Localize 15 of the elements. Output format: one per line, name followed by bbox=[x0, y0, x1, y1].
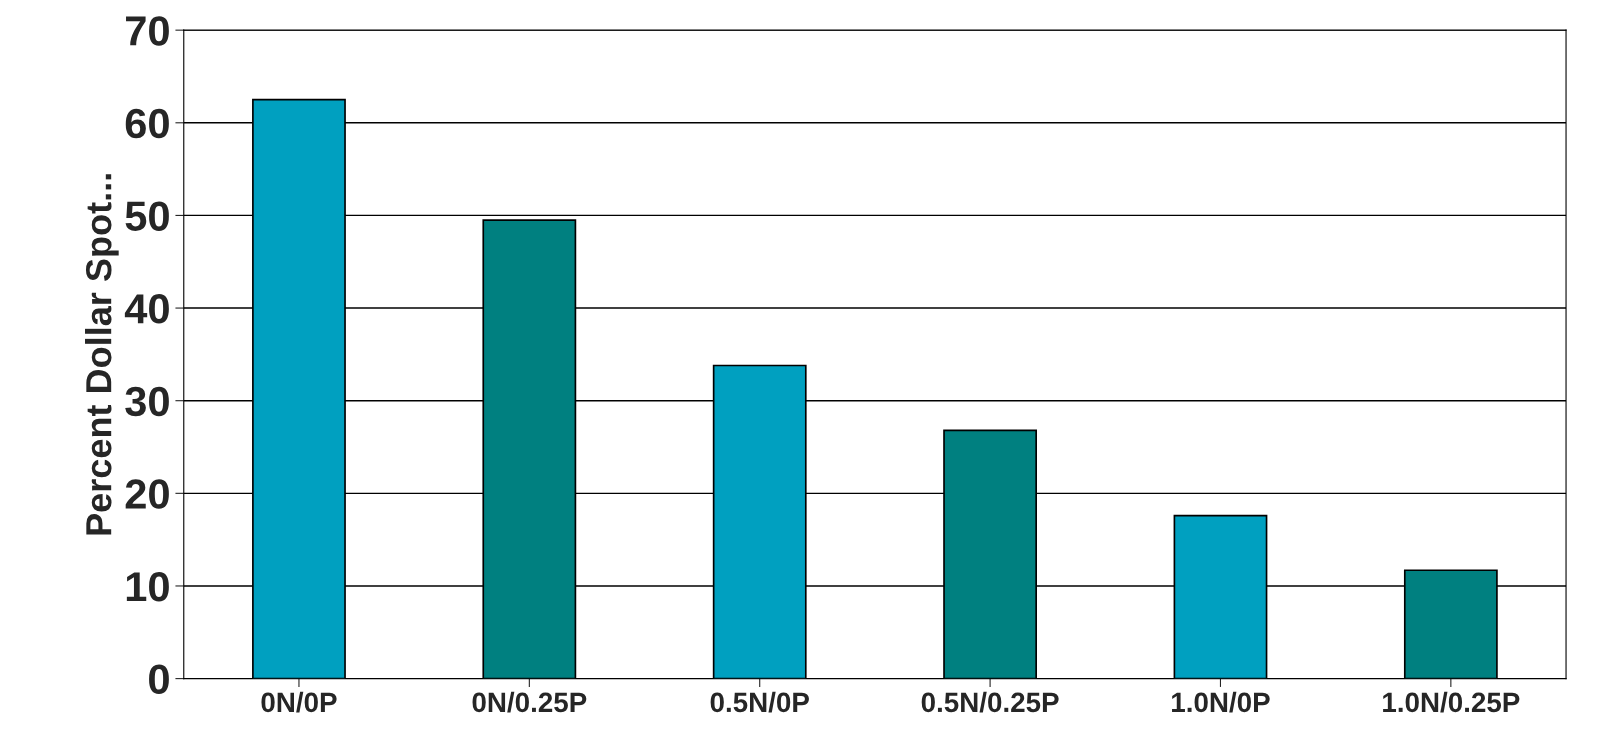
y-tick-label: 60 bbox=[125, 108, 169, 139]
x-tick-label: 1.0N/0P bbox=[1172, 691, 1270, 713]
y-tick-label: 10 bbox=[126, 571, 169, 602]
y-tick-label: 20 bbox=[125, 479, 169, 509]
x-tick-label: 0.5N/0.25P bbox=[921, 691, 1059, 713]
x-tick-label: 0.5N/0P bbox=[710, 691, 809, 713]
y-tick-label: 30 bbox=[125, 386, 169, 417]
x-tick-label: 1.0N/0.25P bbox=[1383, 691, 1520, 713]
y-axis-title: Percent Dollar Spot... bbox=[85, 174, 119, 535]
y-tick-label: 70 bbox=[126, 16, 169, 46]
x-tick-label: 0N/0P bbox=[261, 691, 337, 713]
x-tick-label: 0N/0.25P bbox=[472, 691, 587, 713]
y-tick-label: 0 bbox=[149, 664, 169, 695]
y-tick-label: 40 bbox=[124, 294, 169, 324]
y-tick-label: 50 bbox=[125, 201, 169, 231]
